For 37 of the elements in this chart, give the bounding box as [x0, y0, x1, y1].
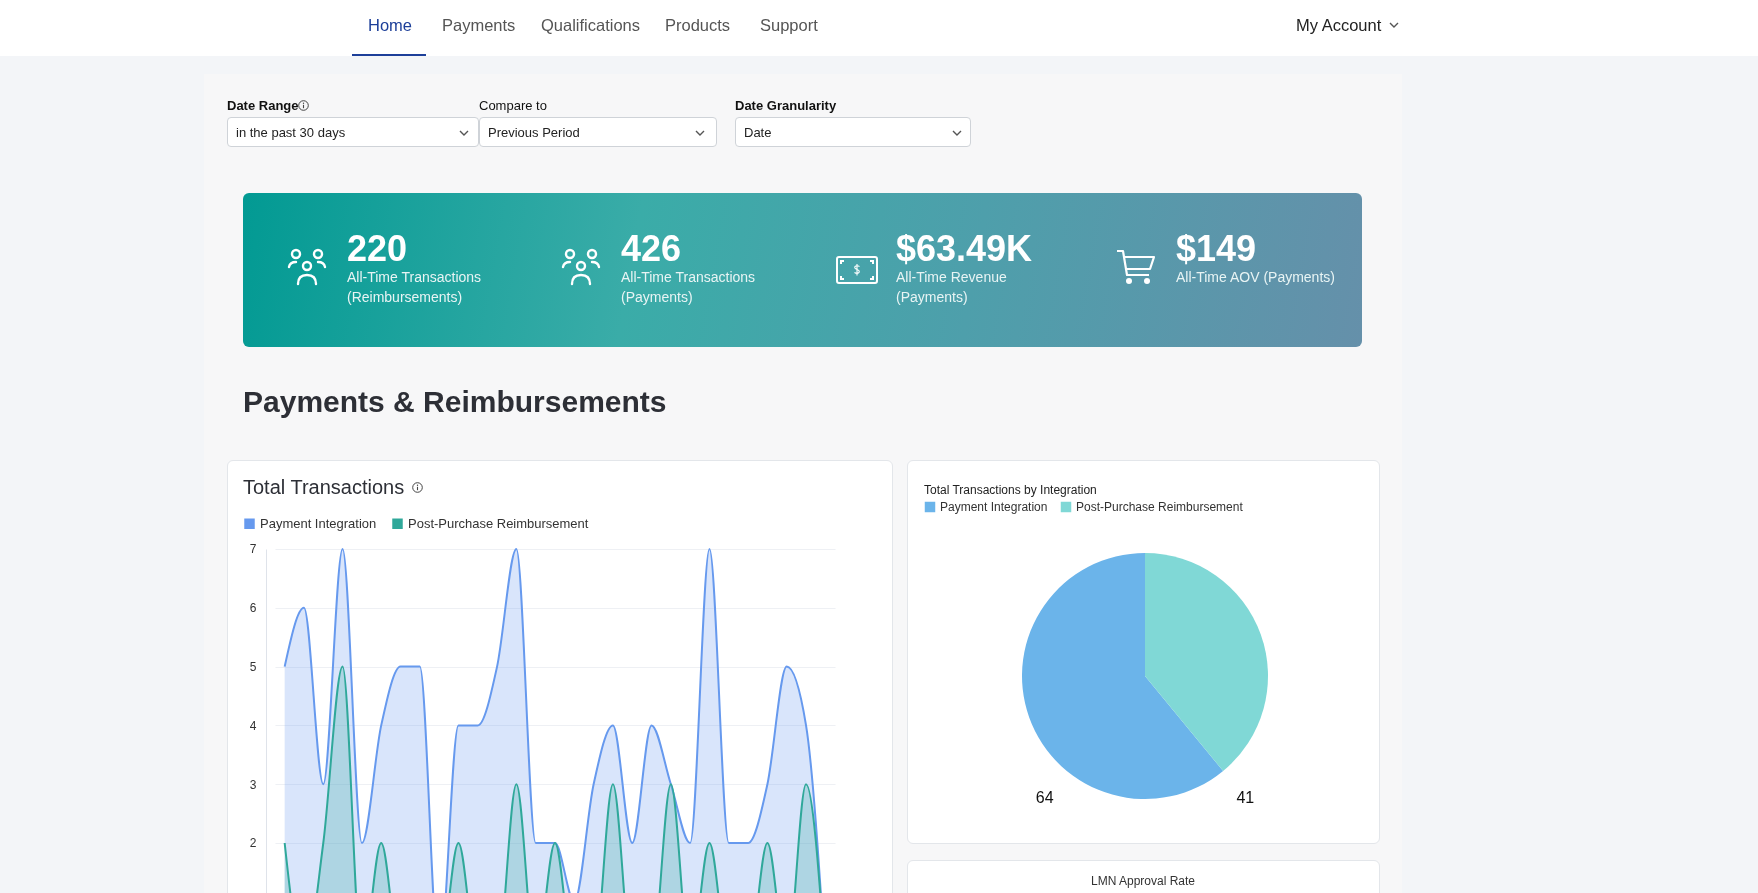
legend-label: Payment Integration	[260, 515, 377, 531]
text: Products	[665, 15, 731, 35]
text: Qualifications	[541, 15, 641, 35]
text: All-Time Transactions (Reimbursements)	[347, 268, 483, 307]
text: Payments	[442, 15, 516, 35]
y-tick-label: 3	[249, 777, 257, 792]
text: All-Time Revenue (Payments)	[896, 268, 1008, 307]
text: 220	[347, 228, 408, 270]
legend-label: Payment Integration	[940, 500, 1048, 514]
legend-label: Post-Purchase Reimbursement	[408, 515, 589, 531]
text: Date Range	[227, 97, 299, 113]
text: Date	[744, 124, 772, 140]
y-tick-label: 6	[249, 601, 257, 616]
chart-title: Total Transactions	[243, 475, 405, 499]
text: in the past 30 days	[236, 124, 346, 140]
y-tick-label: 7	[249, 542, 257, 557]
data-label: 64	[1035, 789, 1054, 807]
data-label: 41	[1236, 789, 1255, 807]
text: All-Time AOV (Payments)	[1176, 268, 1336, 287]
text: Date Granularity	[735, 97, 837, 113]
text: Home	[368, 15, 413, 35]
text: $63.49K	[896, 228, 1033, 270]
text: LMN Approval Rate	[1090, 874, 1196, 888]
y-tick-label: 4	[249, 718, 257, 733]
y-tick-label: 2	[249, 836, 257, 851]
text: Previous Period	[488, 124, 580, 140]
text: Payments & Reimbursements	[243, 385, 667, 419]
text: Compare to	[479, 97, 547, 113]
text: 426	[621, 228, 682, 270]
y-tick-label: 5	[249, 660, 257, 675]
pie-slice	[1145, 553, 1268, 772]
text: Support	[760, 15, 818, 35]
text: $149	[1176, 228, 1257, 270]
text: My Account	[1296, 15, 1382, 35]
text: All-Time Transactions (Payments)	[621, 268, 757, 307]
legend-label: Post-Purchase Reimbursement	[1076, 500, 1244, 514]
chart-title: Total Transactions by Integration	[924, 483, 1097, 497]
